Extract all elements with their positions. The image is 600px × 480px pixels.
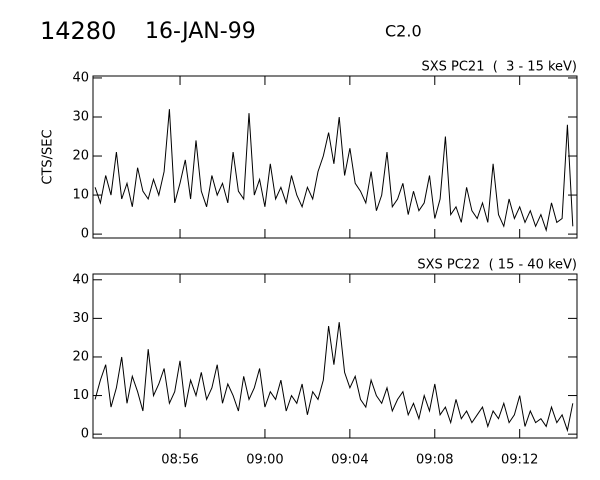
y-tick-label: 30 [72,311,89,326]
y-axis-label: CTS/SEC [41,129,56,184]
y-tick-label: 0 [81,227,89,242]
panel-title: SXS PC22 ( 15 - 40 keV) [417,258,577,273]
x-tick-label: 09:00 [246,453,283,468]
y-tick-label: 10 [72,188,89,203]
data-line [94,109,574,233]
y-tick-label: 40 [72,70,89,85]
plot-frame [92,273,578,439]
y-tick-label: 10 [72,388,89,403]
data-line [94,322,574,433]
y-tick-label: 0 [81,427,89,442]
x-tick-label: 09:04 [331,453,368,468]
plot-frame [92,75,578,239]
panel-title: SXS PC21 ( 3 - 15 keV) [421,60,577,75]
event-id: 14280 [40,17,116,45]
y-tick-label: 30 [72,109,89,124]
date: 16-JAN-99 [145,19,256,44]
flare-class: C2.0 [385,22,422,41]
y-tick-label: 40 [72,272,89,287]
x-tick-label: 09:08 [416,453,453,468]
x-tick-label: 09:12 [501,453,538,468]
y-tick-label: 20 [72,349,89,364]
y-tick-label: 20 [72,149,89,164]
x-tick-label: 08:56 [161,453,198,468]
